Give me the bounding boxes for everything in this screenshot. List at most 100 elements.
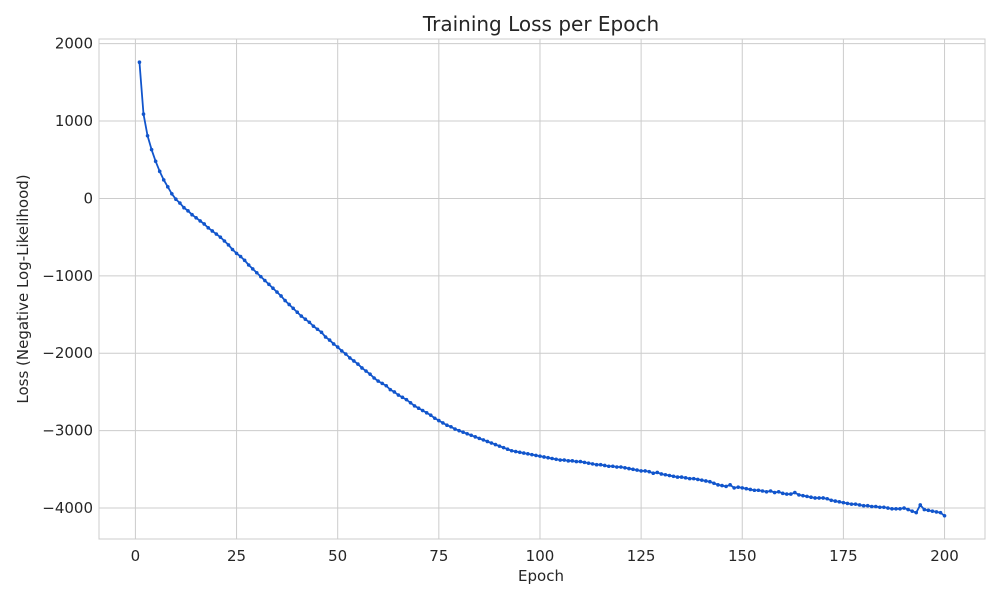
data-point	[675, 475, 680, 479]
data-point	[254, 270, 259, 275]
data-point	[833, 499, 838, 503]
data-point	[602, 463, 607, 468]
data-point	[424, 411, 429, 415]
y-tick-label-5: 1000	[55, 112, 93, 130]
data-point	[704, 479, 708, 483]
data-point	[938, 510, 943, 515]
data-point	[679, 475, 684, 479]
data-point	[627, 466, 631, 471]
x-tick-label-0: 0	[131, 547, 141, 565]
data-point	[902, 506, 906, 510]
data-point	[873, 504, 878, 509]
data-point	[226, 243, 231, 247]
data-point	[926, 508, 931, 513]
data-point	[372, 376, 376, 380]
data-point	[760, 489, 765, 493]
data-point	[364, 369, 368, 373]
data-point	[655, 470, 660, 475]
data-point	[574, 459, 579, 464]
data-point	[934, 510, 939, 514]
data-point	[339, 349, 344, 353]
data-point	[550, 456, 554, 461]
data-point	[784, 492, 789, 496]
data-point	[445, 423, 449, 428]
data-point	[764, 489, 769, 494]
data-point	[756, 488, 761, 493]
data-point	[400, 395, 405, 400]
data-point	[894, 507, 898, 511]
x-tick-label-1: 25	[227, 547, 246, 565]
data-point	[538, 454, 542, 458]
data-point	[793, 490, 797, 495]
data-point	[598, 462, 603, 467]
data-point	[412, 404, 417, 408]
data-point	[789, 492, 793, 496]
data-point	[303, 317, 308, 321]
data-point	[586, 461, 591, 465]
data-point	[230, 247, 235, 252]
data-point	[776, 489, 781, 494]
data-point	[368, 372, 372, 376]
data-point	[457, 428, 461, 433]
data-point	[837, 500, 842, 504]
x-tick-label-4: 100	[526, 547, 555, 565]
data-point	[817, 496, 821, 500]
x-tick-label-6: 150	[728, 547, 757, 565]
data-point	[481, 438, 486, 442]
data-point	[153, 159, 158, 164]
chart-title: Training Loss per Epoch	[422, 12, 659, 36]
x-tick-label-5: 125	[627, 547, 656, 565]
x-tick-label-2: 50	[328, 547, 347, 565]
data-point	[275, 290, 279, 294]
data-point	[267, 282, 271, 287]
data-point	[263, 278, 267, 283]
data-point	[295, 310, 300, 315]
data-point	[473, 435, 478, 439]
data-point	[898, 507, 902, 511]
tick-labels: 0 25 50 75 100 125 150 175 200 −4000 −3000 −2000 −10…	[42, 35, 959, 565]
data-point	[214, 232, 219, 236]
data-point	[886, 506, 890, 510]
data-point	[611, 464, 615, 469]
data-point	[712, 481, 716, 486]
data-point	[206, 226, 211, 230]
data-point	[493, 442, 498, 447]
data-point	[554, 457, 558, 462]
data-point	[149, 147, 154, 152]
data-point	[388, 387, 393, 392]
data-point	[157, 169, 162, 174]
data-point	[882, 505, 886, 510]
data-point	[432, 416, 437, 421]
data-point	[530, 452, 534, 457]
data-point	[708, 479, 712, 484]
data-point	[315, 327, 320, 332]
data-point	[453, 427, 457, 431]
data-point	[145, 133, 150, 138]
data-point	[570, 459, 575, 463]
data-point	[335, 345, 340, 349]
data-point	[287, 302, 291, 307]
data-point	[291, 306, 295, 311]
data-point	[772, 490, 777, 495]
data-point	[546, 455, 550, 460]
data-point	[352, 359, 356, 363]
data-point	[489, 441, 494, 445]
data-point	[299, 314, 304, 318]
data-point	[801, 493, 805, 498]
data-point	[918, 503, 923, 507]
data-point	[343, 352, 348, 356]
data-point	[651, 471, 656, 476]
data-point	[210, 229, 215, 233]
data-point	[331, 342, 336, 346]
data-point	[691, 476, 696, 481]
data-point	[878, 505, 882, 510]
data-point	[716, 483, 720, 487]
data-point	[238, 254, 243, 259]
data-point	[161, 178, 166, 182]
x-tick-label-7: 175	[829, 547, 858, 565]
data-point	[695, 477, 700, 482]
data-point	[384, 383, 389, 388]
data-point	[942, 513, 947, 518]
data-point	[509, 448, 514, 453]
